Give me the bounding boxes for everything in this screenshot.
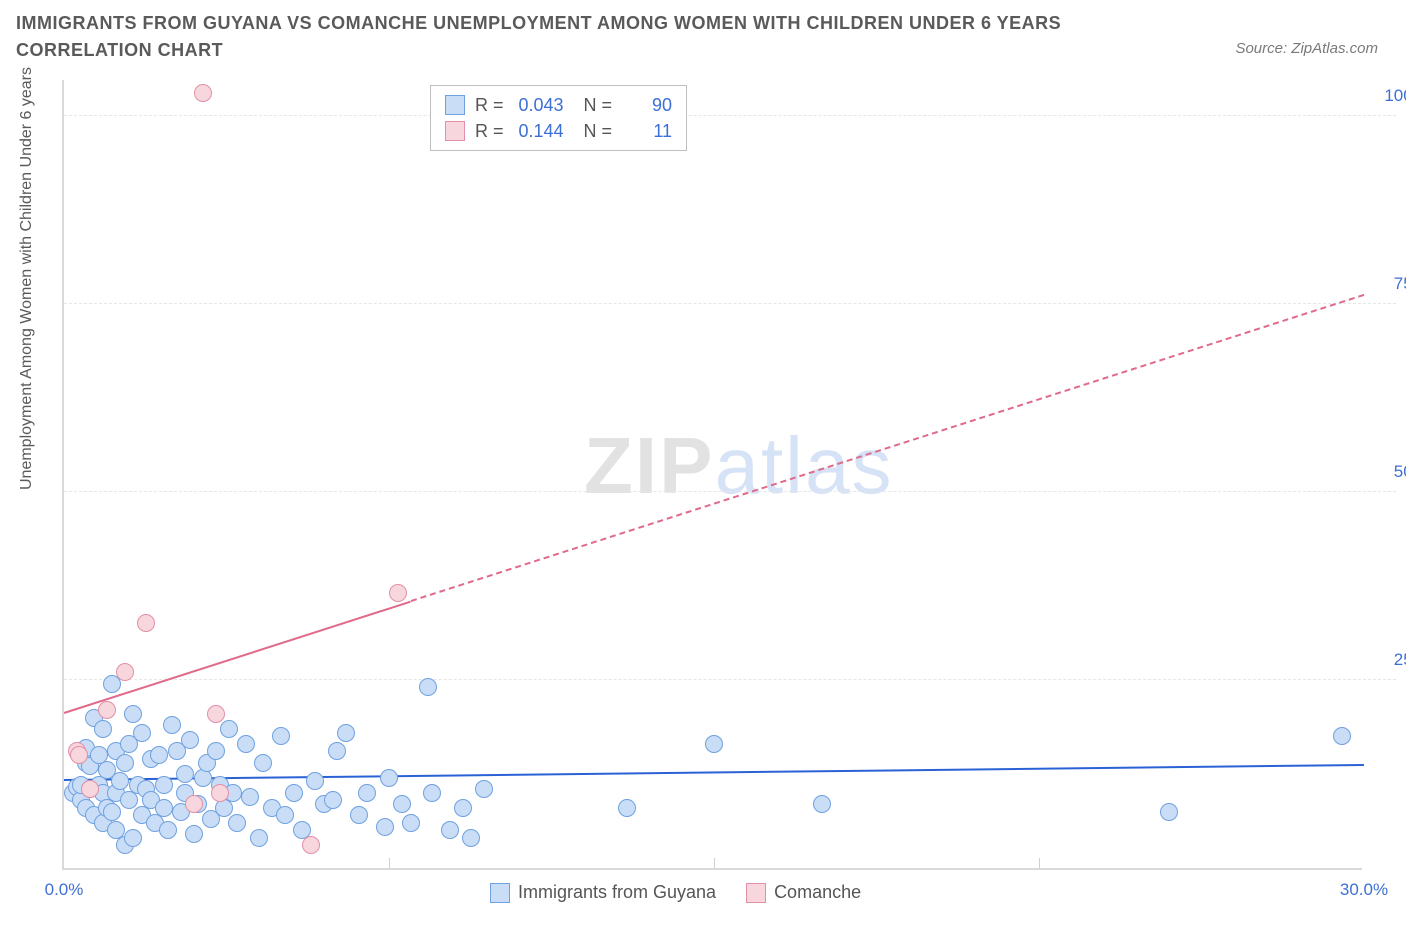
gridline-h <box>64 303 1396 304</box>
data-point <box>155 776 173 794</box>
trend-line <box>64 600 411 713</box>
data-point <box>302 836 320 854</box>
data-point <box>393 795 411 813</box>
data-point <box>116 663 134 681</box>
data-point <box>389 584 407 602</box>
data-point <box>176 765 194 783</box>
data-point <box>462 829 480 847</box>
data-point <box>423 784 441 802</box>
data-point <box>241 788 259 806</box>
stats-label-n: N = <box>584 95 613 116</box>
stats-value-r: 0.043 <box>510 95 564 116</box>
y-axis-label: Unemployment Among Women with Children U… <box>18 67 36 490</box>
data-point <box>306 772 324 790</box>
data-point <box>163 716 181 734</box>
y-tick-label: 25.0% <box>1394 650 1406 670</box>
watermark-zip: ZIP <box>584 421 714 510</box>
legend-swatch <box>746 883 766 903</box>
data-point <box>419 678 437 696</box>
x-tick-label: 30.0% <box>1340 880 1388 900</box>
data-point <box>185 825 203 843</box>
data-point <box>1160 803 1178 821</box>
stats-value-n: 11 <box>618 121 672 142</box>
stats-legend-box: R = 0.043 N =90 R = 0.144 N =11 <box>430 85 687 151</box>
data-point <box>276 806 294 824</box>
data-point <box>207 705 225 723</box>
data-point <box>454 799 472 817</box>
data-point <box>285 784 303 802</box>
watermark-atlas: atlas <box>714 421 893 510</box>
series-legend: Immigrants from Guyana Comanche <box>490 882 891 903</box>
data-point <box>207 742 225 760</box>
data-point <box>380 769 398 787</box>
x-tick-minor <box>1039 858 1040 868</box>
data-point <box>1333 727 1351 745</box>
data-point <box>220 720 238 738</box>
legend-swatch <box>445 121 465 141</box>
data-point <box>618 799 636 817</box>
data-point <box>254 754 272 772</box>
x-tick-label: 0.0% <box>45 880 84 900</box>
x-tick-minor <box>714 858 715 868</box>
source-credit: Source: ZipAtlas.com <box>1235 40 1378 57</box>
data-point <box>402 814 420 832</box>
legend-swatch <box>445 95 465 115</box>
y-tick-label: 75.0% <box>1394 274 1406 294</box>
data-point <box>475 780 493 798</box>
stats-row: R = 0.144 N =11 <box>445 118 672 144</box>
data-point <box>358 784 376 802</box>
trend-line <box>410 294 1364 602</box>
stats-label-n: N = <box>584 121 613 142</box>
legend-label: Immigrants from Guyana <box>518 882 716 903</box>
gridline-h <box>64 679 1396 680</box>
stats-row: R = 0.043 N =90 <box>445 92 672 118</box>
data-point <box>111 772 129 790</box>
legend-swatch <box>490 883 510 903</box>
data-point <box>211 784 229 802</box>
data-point <box>98 701 116 719</box>
data-point <box>155 799 173 817</box>
legend-label: Comanche <box>774 882 861 903</box>
data-point <box>103 803 121 821</box>
y-tick-label: 50.0% <box>1394 462 1406 482</box>
data-point <box>137 614 155 632</box>
data-point <box>350 806 368 824</box>
scatter-plot: ZIPatlas 25.0%50.0%75.0%100.0%0.0%30.0% <box>62 80 1362 870</box>
stats-label-r: R = <box>475 95 504 116</box>
data-point <box>194 84 212 102</box>
data-point <box>124 705 142 723</box>
data-point <box>150 746 168 764</box>
data-point <box>181 731 199 749</box>
data-point <box>328 742 346 760</box>
data-point <box>159 821 177 839</box>
data-point <box>185 795 203 813</box>
data-point <box>272 727 290 745</box>
gridline-h <box>64 491 1396 492</box>
watermark: ZIPatlas <box>584 420 893 512</box>
x-tick-minor <box>389 858 390 868</box>
chart-title: IMMIGRANTS FROM GUYANA VS COMANCHE UNEMP… <box>16 10 1116 64</box>
data-point <box>124 829 142 847</box>
data-point <box>94 720 112 738</box>
stats-label-r: R = <box>475 121 504 142</box>
data-point <box>81 780 99 798</box>
data-point <box>237 735 255 753</box>
data-point <box>324 791 342 809</box>
data-point <box>250 829 268 847</box>
data-point <box>705 735 723 753</box>
data-point <box>116 754 134 772</box>
data-point <box>813 795 831 813</box>
data-point <box>133 724 151 742</box>
data-point <box>337 724 355 742</box>
data-point <box>70 746 88 764</box>
y-tick-label: 100.0% <box>1384 86 1406 106</box>
data-point <box>376 818 394 836</box>
stats-value-n: 90 <box>618 95 672 116</box>
stats-value-r: 0.144 <box>510 121 564 142</box>
data-point <box>228 814 246 832</box>
gridline-h <box>64 115 1396 116</box>
data-point <box>441 821 459 839</box>
